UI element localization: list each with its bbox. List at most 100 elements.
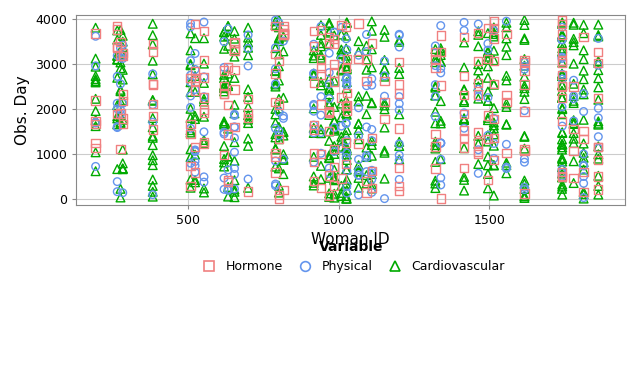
- Point: [274, 36, 284, 42]
- Point: [342, 79, 352, 85]
- Point: [557, 147, 567, 152]
- Point: [557, 49, 567, 55]
- Point: [90, 118, 100, 124]
- Point: [473, 147, 483, 153]
- Point: [568, 130, 579, 136]
- Point: [436, 48, 446, 54]
- Point: [308, 174, 319, 179]
- Point: [112, 74, 122, 80]
- Point: [557, 142, 568, 148]
- Point: [90, 31, 100, 37]
- Point: [148, 97, 158, 103]
- Point: [380, 196, 390, 202]
- Point: [489, 116, 499, 122]
- Point: [229, 111, 239, 117]
- Point: [557, 166, 567, 172]
- Point: [353, 167, 364, 173]
- Point: [229, 36, 239, 42]
- Point: [112, 37, 122, 43]
- Point: [430, 83, 440, 89]
- Point: [519, 178, 529, 184]
- Point: [353, 105, 364, 111]
- Point: [186, 47, 196, 53]
- Point: [579, 47, 589, 53]
- Point: [316, 130, 326, 136]
- Point: [353, 172, 364, 178]
- Point: [243, 94, 253, 100]
- Point: [367, 28, 377, 34]
- Point: [489, 135, 499, 141]
- Point: [229, 112, 239, 118]
- Point: [593, 183, 604, 189]
- Point: [118, 53, 128, 59]
- Point: [229, 158, 239, 164]
- Point: [229, 135, 239, 141]
- Point: [380, 27, 390, 33]
- Point: [362, 169, 372, 175]
- Point: [229, 110, 239, 116]
- Point: [278, 156, 289, 162]
- Point: [519, 108, 529, 114]
- Point: [270, 66, 280, 72]
- Point: [557, 34, 567, 40]
- Point: [436, 98, 446, 104]
- Point: [112, 100, 122, 106]
- Point: [199, 75, 209, 81]
- Point: [148, 194, 158, 199]
- Point: [489, 122, 499, 128]
- Point: [557, 192, 568, 198]
- Point: [278, 24, 289, 30]
- Point: [316, 43, 326, 49]
- Point: [593, 84, 604, 90]
- Point: [430, 59, 440, 65]
- Point: [190, 144, 200, 150]
- Point: [115, 88, 125, 94]
- Point: [274, 165, 284, 171]
- Point: [436, 83, 446, 88]
- Point: [329, 164, 339, 170]
- Point: [308, 47, 319, 53]
- Point: [362, 124, 372, 130]
- Point: [519, 83, 529, 89]
- Point: [219, 175, 229, 181]
- Point: [557, 118, 568, 124]
- Point: [308, 159, 319, 165]
- Point: [489, 28, 499, 34]
- Point: [112, 121, 122, 127]
- Point: [229, 139, 239, 145]
- Point: [324, 173, 334, 179]
- Point: [336, 50, 346, 56]
- Point: [557, 95, 568, 101]
- Point: [473, 61, 483, 67]
- Point: [342, 187, 352, 193]
- Point: [186, 79, 196, 85]
- Point: [593, 157, 604, 163]
- Point: [229, 75, 239, 81]
- Point: [324, 96, 334, 102]
- Point: [341, 121, 351, 127]
- Point: [557, 95, 567, 101]
- Point: [489, 48, 499, 54]
- Point: [557, 155, 567, 161]
- Point: [459, 145, 469, 151]
- Point: [186, 163, 196, 169]
- Point: [270, 111, 280, 117]
- Point: [483, 63, 493, 69]
- Point: [557, 184, 568, 189]
- Point: [473, 32, 483, 38]
- Point: [219, 164, 229, 169]
- Point: [557, 82, 567, 88]
- Point: [223, 81, 233, 87]
- Point: [243, 46, 253, 51]
- Point: [459, 19, 469, 25]
- Point: [436, 23, 446, 28]
- Point: [483, 154, 493, 159]
- Point: [219, 131, 229, 137]
- Point: [148, 81, 158, 87]
- Point: [219, 122, 229, 128]
- Point: [342, 138, 352, 144]
- Point: [593, 144, 604, 150]
- Point: [362, 67, 372, 73]
- Point: [473, 149, 483, 155]
- Point: [118, 56, 128, 61]
